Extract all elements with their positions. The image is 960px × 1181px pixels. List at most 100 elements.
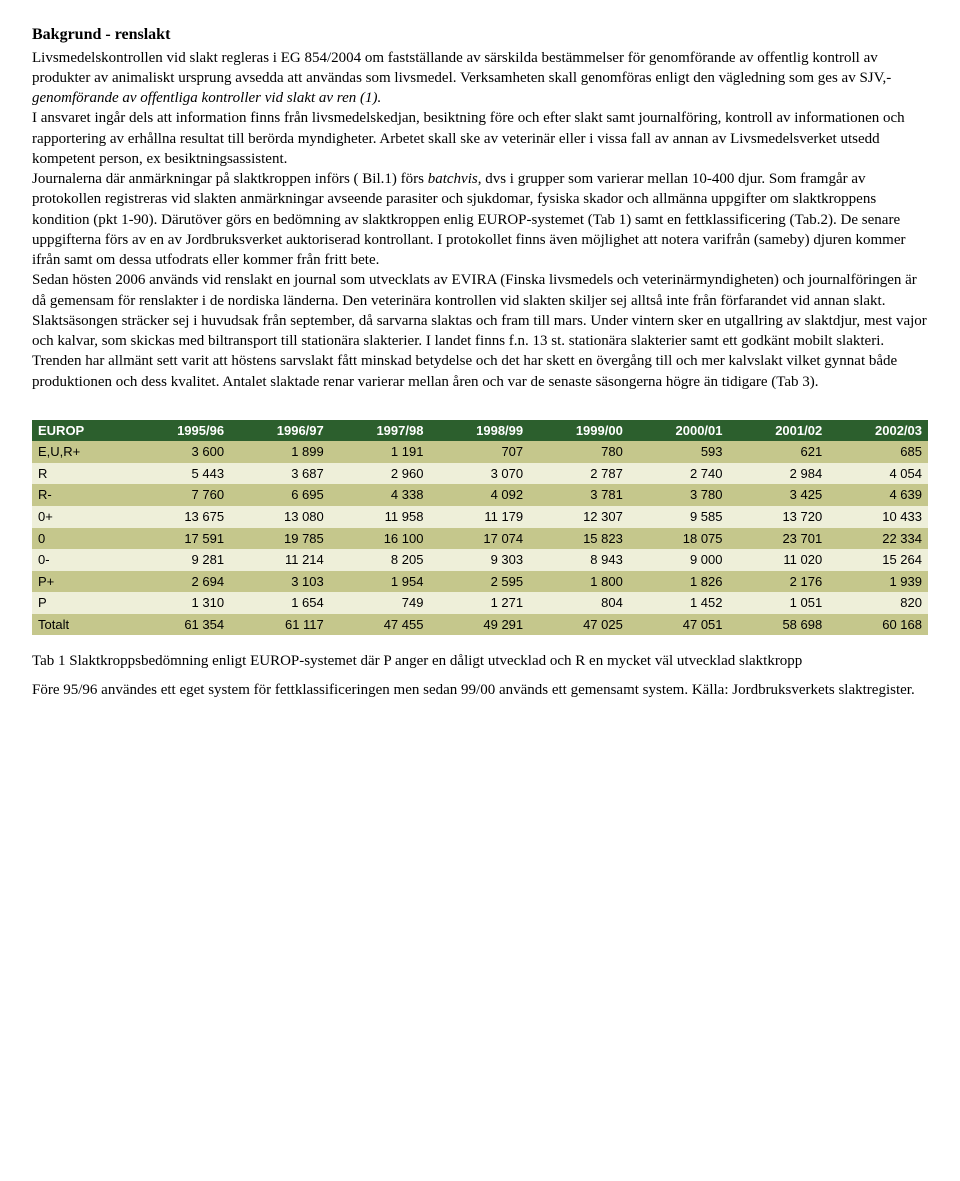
table-body: E,U,R+3 6001 8991 191707780593621685R5 4…: [32, 441, 928, 635]
table-cell: E,U,R+: [32, 441, 130, 463]
paragraph-2: I ansvaret ingår dels att information fi…: [32, 108, 928, 169]
table-cell: 2 595: [429, 571, 529, 593]
table-cell: 58 698: [729, 614, 829, 636]
table-cell: 60 168: [828, 614, 928, 636]
table-cell: 3 425: [729, 484, 829, 506]
table-row: 0+13 67513 08011 95811 17912 3079 58513 …: [32, 506, 928, 528]
table-cell: 8 205: [330, 549, 430, 571]
table-row: R5 4433 6872 9603 0702 7872 7402 9844 05…: [32, 463, 928, 485]
table-cell: 749: [330, 592, 430, 614]
table-cell: 47 051: [629, 614, 729, 636]
table-cell: 0-: [32, 549, 130, 571]
table-cell: 2 694: [130, 571, 230, 593]
table-cell: 1 051: [729, 592, 829, 614]
table-cell: 13 080: [230, 506, 330, 528]
table-cell: 1 271: [429, 592, 529, 614]
table-row: 017 59119 78516 10017 07415 82318 07523 …: [32, 528, 928, 550]
table-cell: 61 117: [230, 614, 330, 636]
table-cell: 7 760: [130, 484, 230, 506]
table-cell: 3 687: [230, 463, 330, 485]
table-cell: 5 443: [130, 463, 230, 485]
table-cell: 13 720: [729, 506, 829, 528]
table-cell: 3 103: [230, 571, 330, 593]
table-cell: 4 054: [828, 463, 928, 485]
table-cell: 18 075: [629, 528, 729, 550]
table-row: 0-9 28111 2148 2059 3038 9439 00011 0201…: [32, 549, 928, 571]
table-cell: 2 984: [729, 463, 829, 485]
paragraph-5: Slaktsäsongen sträcker sej i huvudsak fr…: [32, 311, 928, 392]
table-col-2: 1996/97: [230, 420, 330, 442]
table-cell: 3 600: [130, 441, 230, 463]
table-cell: 1 939: [828, 571, 928, 593]
table-cell: 593: [629, 441, 729, 463]
table-cell: 10 433: [828, 506, 928, 528]
table-cell: 6 695: [230, 484, 330, 506]
table-cell: 2 960: [330, 463, 430, 485]
table-cell: R: [32, 463, 130, 485]
table-cell: 12 307: [529, 506, 629, 528]
table-cell: 707: [429, 441, 529, 463]
table-cell: 47 455: [330, 614, 430, 636]
paragraph-1: Livsmedelskontrollen vid slakt regleras …: [32, 48, 928, 109]
table-cell: R-: [32, 484, 130, 506]
table-col-0: EUROP: [32, 420, 130, 442]
table-cell: 2 740: [629, 463, 729, 485]
table-cell: 3 070: [429, 463, 529, 485]
table-cell: 9 585: [629, 506, 729, 528]
table-cell: 23 701: [729, 528, 829, 550]
table-cell: 15 264: [828, 549, 928, 571]
table-cell: 2 787: [529, 463, 629, 485]
table-cell: 0+: [32, 506, 130, 528]
paragraph-4: Sedan hösten 2006 används vid renslakt e…: [32, 270, 928, 311]
table-cell: 17 591: [130, 528, 230, 550]
table-cell: 820: [828, 592, 928, 614]
para1-italic: genomförande av offentliga kontroller vi…: [32, 90, 381, 106]
table-cell: 9 000: [629, 549, 729, 571]
section-heading: Bakgrund - renslakt: [32, 24, 928, 46]
table-cell: Totalt: [32, 614, 130, 636]
table-row: R-7 7606 6954 3384 0923 7813 7803 4254 6…: [32, 484, 928, 506]
table-cell: 3 780: [629, 484, 729, 506]
table-cell: 685: [828, 441, 928, 463]
table-cell: 1 191: [330, 441, 430, 463]
table-cell: P+: [32, 571, 130, 593]
table-cell: 11 020: [729, 549, 829, 571]
table-col-7: 2001/02: [729, 420, 829, 442]
table-col-8: 2002/03: [828, 420, 928, 442]
table-cell: 15 823: [529, 528, 629, 550]
table-cell: 11 214: [230, 549, 330, 571]
table-cell: 1 800: [529, 571, 629, 593]
europ-table: EUROP1995/961996/971997/981998/991999/00…: [32, 420, 928, 635]
table-row: P1 3101 6547491 2718041 4521 051820: [32, 592, 928, 614]
table-caption-1: Tab 1 Slaktkroppsbedömning enligt EUROP-…: [32, 651, 928, 671]
table-cell: P: [32, 592, 130, 614]
table-cell: 49 291: [429, 614, 529, 636]
table-cell: 1 899: [230, 441, 330, 463]
table-cell: 1 452: [629, 592, 729, 614]
table-cell: 17 074: [429, 528, 529, 550]
table-col-1: 1995/96: [130, 420, 230, 442]
table-col-4: 1998/99: [429, 420, 529, 442]
table-cell: 1 954: [330, 571, 430, 593]
table-cell: 61 354: [130, 614, 230, 636]
table-cell: 1 826: [629, 571, 729, 593]
table-cell: 47 025: [529, 614, 629, 636]
table-cell: 1 654: [230, 592, 330, 614]
table-cell: 621: [729, 441, 829, 463]
table-cell: 4 639: [828, 484, 928, 506]
table-col-5: 1999/00: [529, 420, 629, 442]
table-cell: 3 781: [529, 484, 629, 506]
table-cell: 9 303: [429, 549, 529, 571]
table-cell: 4 092: [429, 484, 529, 506]
para3-italic: batchvis: [428, 171, 478, 187]
table-cell: 0: [32, 528, 130, 550]
table-cell: 11 179: [429, 506, 529, 528]
para3-text-a: Journalerna där anmärkningar på slaktkro…: [32, 171, 428, 187]
table-row: E,U,R+3 6001 8991 191707780593621685: [32, 441, 928, 463]
table-col-3: 1997/98: [330, 420, 430, 442]
table-cell: 9 281: [130, 549, 230, 571]
table-row: P+2 6943 1031 9542 5951 8001 8262 1761 9…: [32, 571, 928, 593]
table-cell: 780: [529, 441, 629, 463]
table-header: EUROP1995/961996/971997/981998/991999/00…: [32, 420, 928, 442]
table-cell: 11 958: [330, 506, 430, 528]
